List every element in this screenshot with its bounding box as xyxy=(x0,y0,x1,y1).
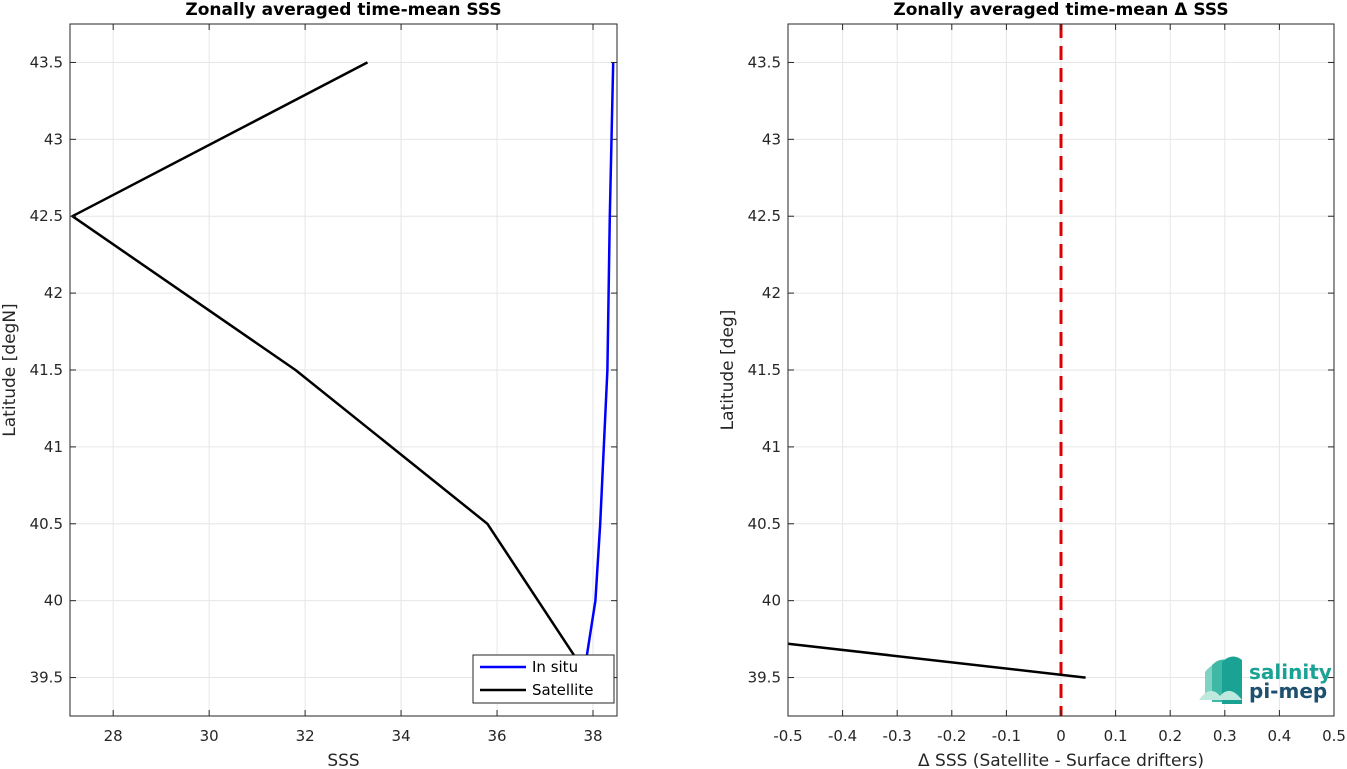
y-tick-label: 40.5 xyxy=(30,515,63,533)
y-tick-label: 43 xyxy=(762,130,781,148)
sss-legend: In situ Satellite xyxy=(472,654,615,704)
x-tick-label: 36 xyxy=(487,727,506,745)
x-tick-label: 28 xyxy=(104,727,123,745)
y-tick-label: 42.5 xyxy=(748,207,781,225)
x-tick-label: 32 xyxy=(296,727,315,745)
x-tick-label: 0.2 xyxy=(1158,727,1182,745)
x-tick-label: 38 xyxy=(583,727,602,745)
sss-ticks: 28 30 32 34 36 38 39.5 40 40.5 41 41.5 42 42.5 43 43.5 xyxy=(30,24,617,745)
x-tick-label: 0.4 xyxy=(1267,727,1291,745)
y-tick-label: 41 xyxy=(44,438,63,456)
sss-grid xyxy=(70,24,617,716)
sss-y-axis-label: Latitude [degN] xyxy=(0,303,20,436)
x-tick-label: 34 xyxy=(392,727,411,745)
delta-grid xyxy=(787,24,1335,716)
delta-x-axis-label: Δ SSS (Satellite - Surface drifters) xyxy=(918,751,1204,769)
delta-y-axis-label: Latitude [deg] xyxy=(718,310,738,431)
x-tick-label: -0.4 xyxy=(828,727,857,745)
legend-in-situ-label: In situ xyxy=(532,658,578,676)
delta-series-0-line xyxy=(787,642,1086,679)
logo-text-salinity: salinity xyxy=(1249,660,1332,684)
x-tick-label: 0 xyxy=(1056,727,1066,745)
salinity-pi-mep-logo: salinity pi-mep xyxy=(1199,656,1332,704)
delta-title: Zonally averaged time-mean Δ SSS xyxy=(893,0,1228,20)
x-tick-label: -0.2 xyxy=(937,727,966,745)
x-tick-label: 0.1 xyxy=(1104,727,1128,745)
x-tick-label: -0.3 xyxy=(883,727,912,745)
y-tick-label: 43 xyxy=(44,130,63,148)
delta-ticks: -0.5 -0.4 -0.3 -0.2 -0.1 0 0.1 0.2 0.3 0.4 0.5 39.5… xyxy=(748,24,1346,745)
sss-lines xyxy=(71,61,615,678)
y-tick-label: 42 xyxy=(762,284,781,302)
legend-satellite-label: Satellite xyxy=(532,681,593,699)
y-tick-label: 39.5 xyxy=(30,669,63,687)
wave-logo-icon xyxy=(1199,656,1242,704)
y-tick-label: 41.5 xyxy=(30,361,63,379)
y-tick-label: 43.5 xyxy=(748,53,781,71)
y-tick-label: 42 xyxy=(44,284,63,302)
delta-lines xyxy=(787,642,1086,679)
y-tick-label: 41.5 xyxy=(748,361,781,379)
y-tick-label: 40 xyxy=(762,592,781,610)
logo-text-pi-mep: pi-mep xyxy=(1249,679,1327,703)
sss-x-axis-label: SSS xyxy=(327,751,359,769)
y-tick-label: 39.5 xyxy=(748,669,781,687)
sss-panel: 28 30 32 34 36 38 39.5 40 40.5 41 41.5 42 42.5 43 43.5… xyxy=(0,0,618,769)
sss-in-situ-line xyxy=(582,62,615,678)
y-tick-label: 43.5 xyxy=(30,53,63,71)
legend-box xyxy=(472,654,615,704)
y-tick-label: 40.5 xyxy=(748,515,781,533)
delta-sss-panel: -0.5 -0.4 -0.3 -0.2 -0.1 0 0.1 0.2 0.3 0.4 0.5 39.5… xyxy=(718,0,1346,769)
sss-satellite-line xyxy=(71,61,580,663)
sss-title: Zonally averaged time-mean SSS xyxy=(185,0,501,20)
x-tick-label: 30 xyxy=(200,727,219,745)
y-tick-label: 42.5 xyxy=(30,207,63,225)
y-tick-label: 40 xyxy=(44,592,63,610)
x-tick-label: 0.5 xyxy=(1322,727,1346,745)
y-tick-label: 41 xyxy=(762,438,781,456)
x-tick-label: 0.3 xyxy=(1213,727,1237,745)
x-tick-label: -0.5 xyxy=(773,727,802,745)
x-tick-label: -0.1 xyxy=(992,727,1021,745)
